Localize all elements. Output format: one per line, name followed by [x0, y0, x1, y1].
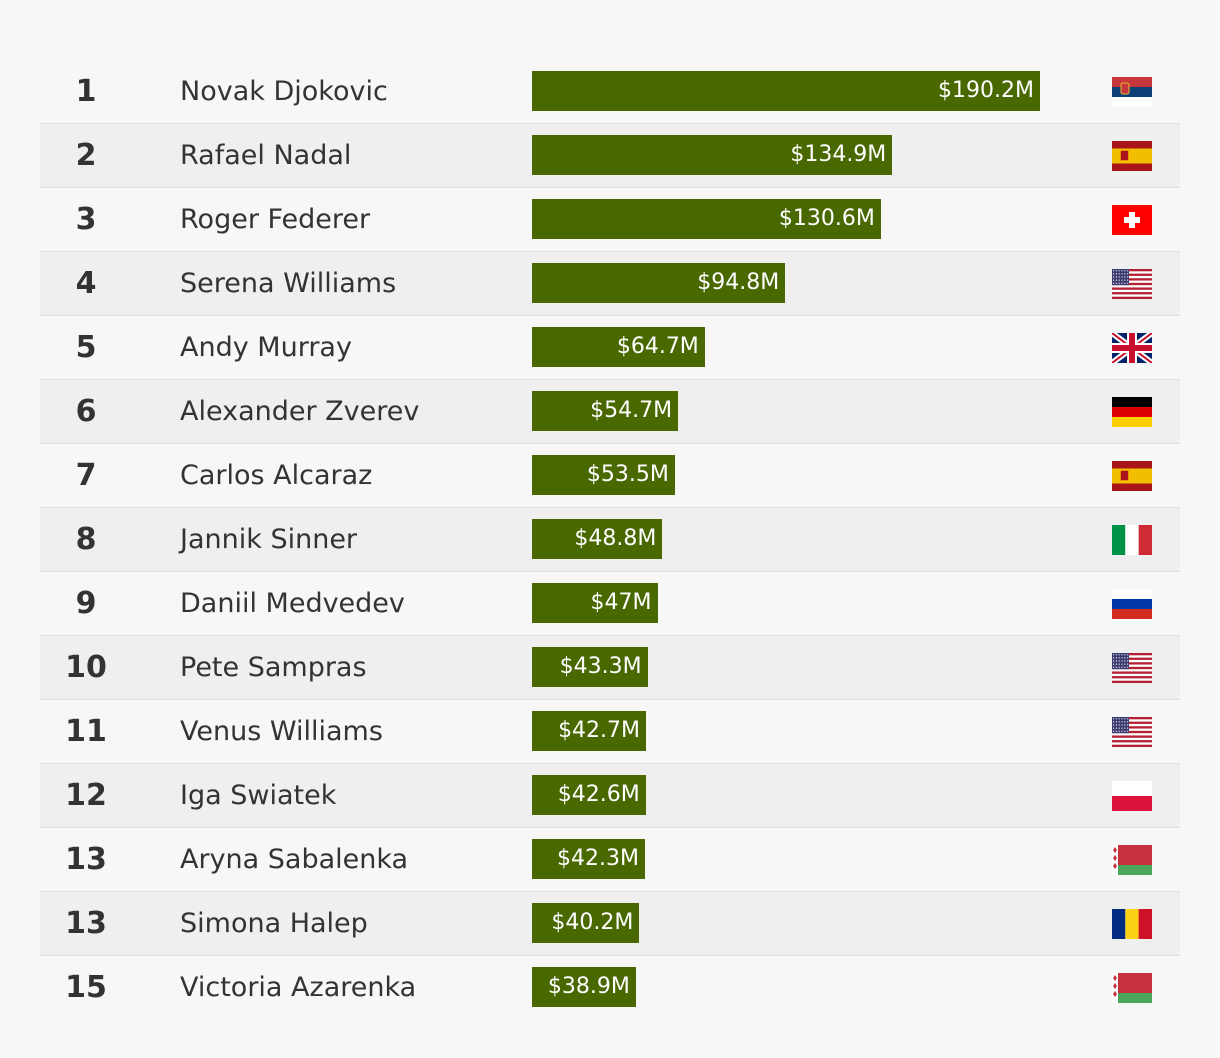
- belarus-flag-icon: [1112, 845, 1152, 875]
- earnings-value-label: $47M: [590, 590, 652, 615]
- earnings-bar-chart: 1 Novak Djokovic $190.2M 2 Rafael Nadal $134.…: [40, 60, 1180, 1019]
- earnings-value-label: $38.9M: [547, 974, 630, 999]
- earnings-value-label: $94.8M: [697, 270, 780, 295]
- earnings-bar: $38.9M: [532, 967, 636, 1007]
- serbia-flag-icon: [1112, 77, 1152, 107]
- earnings-bar: $53.5M: [532, 455, 675, 495]
- player-name: Iga Swiatek: [180, 780, 337, 811]
- player-name: Pete Sampras: [180, 652, 367, 683]
- rank-label: 13: [65, 842, 107, 877]
- player-name: Roger Federer: [180, 204, 371, 235]
- rank-label: 12: [65, 778, 107, 813]
- rank-label: 10: [65, 650, 107, 685]
- earnings-value-label: $40.2M: [551, 910, 634, 935]
- rank-label: 7: [75, 458, 97, 493]
- table-row: 11 Venus Williams $42.7M: [40, 700, 1180, 764]
- table-row: 9 Daniil Medvedev $47M: [40, 572, 1180, 636]
- player-name: Jannik Sinner: [180, 524, 358, 555]
- player-name: Alexander Zverev: [180, 396, 420, 427]
- table-row: 13 Aryna Sabalenka $42.3M: [40, 828, 1180, 892]
- earnings-bar: $42.6M: [532, 775, 646, 815]
- earnings-bar: $47M: [532, 583, 658, 623]
- rank-label: 15: [65, 970, 107, 1005]
- earnings-bar: $190.2M: [532, 71, 1040, 111]
- rank-label: 2: [75, 138, 97, 173]
- earnings-value-label: $190.2M: [938, 78, 1034, 103]
- player-name: Serena Williams: [180, 268, 397, 299]
- rank-label: 4: [75, 266, 97, 301]
- earnings-bar: $48.8M: [532, 519, 663, 559]
- rank-label: 5: [75, 330, 97, 365]
- player-name: Aryna Sabalenka: [180, 844, 409, 875]
- earnings-value-label: $134.9M: [790, 142, 887, 167]
- earnings-bar: $42.3M: [532, 839, 645, 879]
- rank-label: 8: [75, 522, 97, 557]
- table-row: 4 Serena Williams $94.8M: [40, 252, 1180, 316]
- earnings-bar: $54.7M: [532, 391, 679, 431]
- poland-flag-icon: [1112, 781, 1152, 811]
- spain-flag-icon: [1112, 141, 1152, 171]
- italy-flag-icon: [1112, 525, 1152, 555]
- earnings-value-label: $54.7M: [590, 398, 673, 423]
- earnings-bar: $42.7M: [532, 711, 647, 751]
- earnings-value-label: $43.3M: [559, 654, 642, 679]
- earnings-value-label: $48.8M: [574, 526, 657, 551]
- table-row: 8 Jannik Sinner $48.8M: [40, 508, 1180, 572]
- rank-label: 6: [75, 394, 97, 429]
- table-row: 7 Carlos Alcaraz $53.5M: [40, 444, 1180, 508]
- rank-label: 3: [75, 202, 97, 237]
- player-name: Carlos Alcaraz: [180, 460, 373, 491]
- usa-flag-icon: [1112, 653, 1152, 683]
- earnings-value-label: $42.3M: [557, 846, 639, 871]
- uk-flag-icon: [1112, 333, 1152, 363]
- player-name: Andy Murray: [180, 332, 352, 363]
- player-name: Daniil Medvedev: [180, 588, 405, 619]
- romania-flag-icon: [1112, 909, 1152, 939]
- spain-flag-icon: [1112, 461, 1152, 491]
- usa-flag-icon: [1112, 717, 1152, 747]
- earnings-value-label: $42.7M: [558, 718, 641, 743]
- player-name: Simona Halep: [180, 908, 368, 939]
- table-row: 15 Victoria Azarenka $38.9M: [40, 956, 1180, 1019]
- belarus-flag-icon: [1112, 973, 1152, 1003]
- table-row: 3 Roger Federer $130.6M: [40, 188, 1180, 252]
- player-name: Novak Djokovic: [180, 76, 388, 107]
- earnings-bar: $40.2M: [532, 903, 640, 943]
- table-row: 1 Novak Djokovic $190.2M: [40, 60, 1180, 124]
- earnings-value-label: $64.7M: [616, 334, 699, 359]
- earnings-bar: $43.3M: [532, 647, 648, 687]
- player-name: Venus Williams: [180, 716, 383, 747]
- earnings-value-label: $42.6M: [557, 782, 640, 807]
- earnings-bar: $130.6M: [532, 199, 881, 239]
- earnings-value-label: $130.6M: [778, 206, 875, 231]
- rank-label: 9: [75, 586, 97, 621]
- russia-flag-icon: [1112, 589, 1152, 619]
- table-row: 10 Pete Sampras $43.3M: [40, 636, 1180, 700]
- table-row: 5 Andy Murray $64.7M: [40, 316, 1180, 380]
- table-row: 12 Iga Swiatek $42.6M: [40, 764, 1180, 828]
- germany-flag-icon: [1112, 397, 1152, 427]
- table-row: 13 Simona Halep $40.2M: [40, 892, 1180, 956]
- table-row: 6 Alexander Zverev $54.7M: [40, 380, 1180, 444]
- switzerland-flag-icon: [1112, 205, 1152, 235]
- usa-flag-icon: [1112, 269, 1152, 299]
- table-row: 2 Rafael Nadal $134.9M: [40, 124, 1180, 188]
- player-name: Rafael Nadal: [180, 140, 352, 171]
- earnings-value-label: $53.5M: [586, 462, 669, 487]
- earnings-bar: $94.8M: [532, 263, 786, 303]
- rank-label: 13: [65, 906, 107, 941]
- earnings-bar: $134.9M: [532, 135, 893, 175]
- player-name: Victoria Azarenka: [180, 972, 417, 1003]
- rank-label: 1: [75, 74, 97, 109]
- earnings-bar: $64.7M: [532, 327, 705, 367]
- rank-label: 11: [65, 714, 107, 749]
